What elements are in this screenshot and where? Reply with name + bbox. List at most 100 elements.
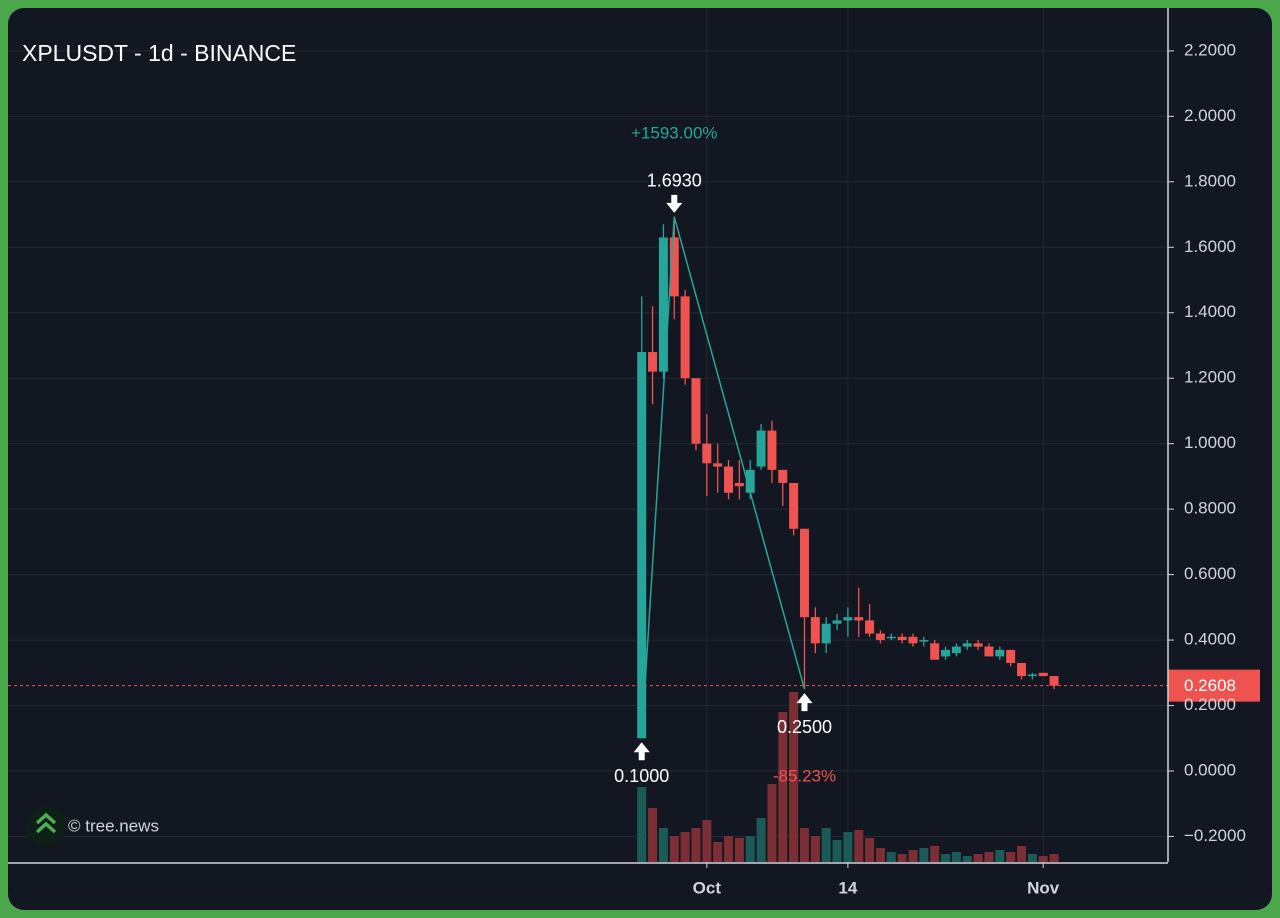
- volume-bar: [984, 852, 994, 862]
- y-tick-label: 1.0000: [1184, 433, 1236, 452]
- pivot-arrow: [666, 194, 683, 213]
- pivot-arrow: [633, 742, 650, 761]
- candle-body: [734, 482, 744, 487]
- candle-body: [843, 617, 853, 621]
- volume-bar: [843, 832, 853, 862]
- pivot-label: 0.1000: [614, 766, 669, 786]
- volume-bar: [724, 836, 734, 862]
- volume-bar: [669, 836, 679, 862]
- candle-body: [680, 296, 690, 379]
- volume-bar: [799, 828, 809, 862]
- candle-body: [691, 378, 701, 444]
- pivot-label: 0.2500: [777, 717, 832, 737]
- candle-body: [767, 430, 777, 470]
- chart-title: XPLUSDT - 1d - BINANCE: [22, 40, 296, 66]
- y-tick-label: 1.6000: [1184, 237, 1236, 256]
- watermark: © tree.news: [68, 816, 159, 835]
- candle-body: [658, 237, 668, 372]
- volume-bar: [680, 832, 690, 862]
- candle-body: [745, 469, 755, 493]
- y-tick-label: 2.0000: [1184, 106, 1236, 125]
- candle-body: [1006, 649, 1016, 663]
- volume-bar: [734, 838, 744, 862]
- volume-bar: [919, 848, 929, 862]
- x-tick-label: 14: [838, 878, 857, 897]
- candle-body: [995, 649, 1005, 657]
- volume-bar: [658, 828, 668, 862]
- volume-bar: [1027, 854, 1037, 862]
- volume-bar: [930, 846, 940, 862]
- candle-body: [865, 620, 875, 634]
- volume-bar: [886, 852, 896, 862]
- candle-body: [724, 466, 734, 493]
- candle-body: [984, 646, 994, 657]
- volume-bar: [875, 848, 885, 862]
- candle-body: [1038, 672, 1048, 677]
- volume-bar: [637, 787, 647, 862]
- volume-bar: [778, 712, 788, 862]
- grid: [8, 8, 1174, 868]
- y-tick-label: 0.8000: [1184, 499, 1236, 518]
- candle-body: [648, 352, 658, 372]
- candle-body: [669, 237, 679, 297]
- volume-bar: [810, 836, 820, 862]
- y-tick-label: 0.0000: [1184, 760, 1236, 779]
- last-price-label: 0.2608: [1184, 676, 1236, 695]
- y-tick-label: 1.4000: [1184, 302, 1236, 321]
- volume-bar: [648, 808, 658, 862]
- volume-bar: [854, 830, 864, 862]
- candle-body: [821, 623, 831, 644]
- volume-bar: [756, 818, 766, 862]
- candle-body: [973, 643, 983, 647]
- volume-bar: [865, 838, 875, 862]
- volume-bar: [941, 854, 951, 862]
- pivot-line: [640, 216, 806, 739]
- x-tick-label: Oct: [693, 878, 722, 897]
- y-tick-label: −0.2000: [1184, 826, 1246, 845]
- volume-bar: [1017, 846, 1027, 862]
- volume-bar: [691, 828, 701, 862]
- candle-body: [799, 528, 809, 618]
- volume-bar: [995, 850, 1005, 862]
- candle-body: [897, 636, 907, 641]
- volume-bar: [821, 828, 831, 862]
- candle-body: [1049, 676, 1059, 686]
- pivot-arrow: [796, 693, 813, 712]
- volume-bar: [832, 840, 842, 862]
- volume-bar: [897, 854, 907, 862]
- candle-body: [832, 620, 842, 624]
- y-tick-label: 0.4000: [1184, 630, 1236, 649]
- candle-body: [854, 617, 864, 621]
- volume-bar: [908, 850, 918, 862]
- change-label: +1593.00%: [631, 123, 718, 142]
- candle-body: [1017, 662, 1027, 677]
- candle-body: [778, 469, 788, 483]
- y-tick-label: 0.2000: [1184, 695, 1236, 714]
- y-tick-label: 1.8000: [1184, 171, 1236, 190]
- volume-bar: [962, 856, 972, 862]
- volume-bar: [767, 784, 777, 862]
- candle-body: [756, 430, 766, 467]
- volume-bar: [1049, 854, 1059, 862]
- volume-bar: [973, 854, 983, 862]
- volume-bar: [713, 842, 723, 862]
- candle-body: [962, 643, 972, 647]
- candle-body: [713, 463, 723, 467]
- candle-body: [951, 646, 961, 654]
- y-tick-label: 2.2000: [1184, 40, 1236, 59]
- volume-bar: [702, 820, 712, 862]
- volume-bar: [745, 836, 755, 862]
- volume-bar: [1006, 852, 1016, 862]
- overlay: [8, 194, 1260, 761]
- last-price-tag: [1168, 669, 1260, 702]
- volume-bar: [1038, 856, 1048, 862]
- candle-body: [789, 482, 799, 529]
- candle-body: [637, 352, 647, 739]
- logo-icon: [35, 812, 57, 834]
- candle-body: [908, 636, 918, 644]
- y-tick-label: 1.2000: [1184, 368, 1236, 387]
- volume-bar: [789, 692, 799, 862]
- candle-body: [1027, 674, 1037, 677]
